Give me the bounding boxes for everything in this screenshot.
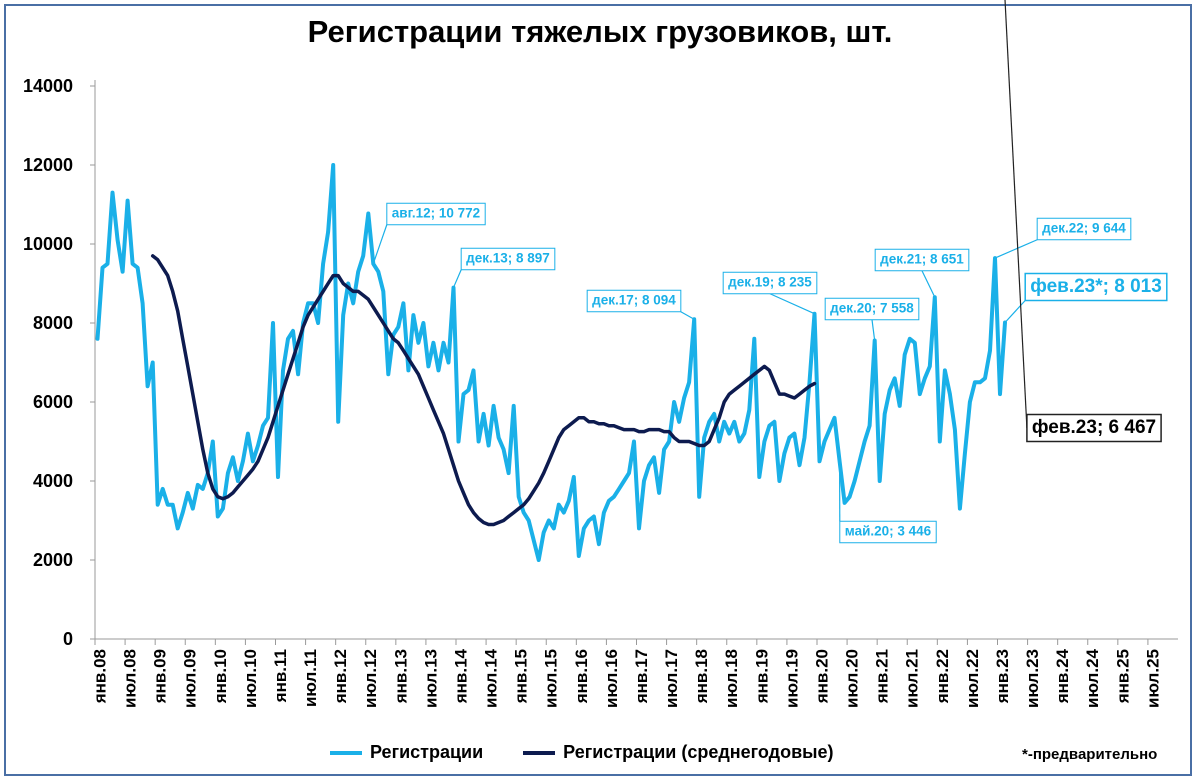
x-tick-label: июл.08 <box>121 649 140 708</box>
legend-item-registrations: Регистрации <box>330 742 483 763</box>
annotation-leader <box>372 224 388 264</box>
x-tick-label: янв.09 <box>151 649 170 704</box>
annotation-box <box>874 248 970 272</box>
annotation-label: дек.17; 8 094 <box>592 293 676 308</box>
annotation-label: фев.23*; 8 013 <box>1030 276 1162 297</box>
x-tick-label: июл.19 <box>782 649 801 708</box>
annotation-leader <box>680 311 695 320</box>
annotation-leader <box>769 293 815 315</box>
x-tick-label: янв.10 <box>211 649 230 704</box>
x-tick-label: июл.18 <box>722 649 741 708</box>
x-tick-label: июл.12 <box>361 649 380 708</box>
annotation-box <box>824 297 920 321</box>
x-tick-label: янв.20 <box>812 649 831 704</box>
annotation-label: дек.21; 8 651 <box>880 252 964 267</box>
annotation-label: май.20; 3 446 <box>845 524 932 539</box>
x-tick-label: янв.19 <box>752 649 771 704</box>
x-tick-label: июл.23 <box>1023 649 1042 708</box>
x-tick-label: июл.20 <box>843 649 862 708</box>
annotation-label: дек.13; 8 897 <box>466 251 550 266</box>
y-tick-label: 4000 <box>33 471 73 491</box>
y-tick-label: 6000 <box>33 392 73 412</box>
annotation-box <box>460 247 556 271</box>
annotation-label: дек.20; 7 558 <box>830 301 914 316</box>
x-tick-label: июл.14 <box>482 648 501 708</box>
x-tick-label: янв.08 <box>90 649 109 704</box>
x-axis: янв.08 июл.08 янв.09 июл.09 янв.10 июл.10 янв.… <box>90 638 1178 708</box>
y-tick-label: 2000 <box>33 550 73 570</box>
x-tick-label: янв.15 <box>512 649 531 704</box>
x-tick-label: янв.16 <box>572 649 591 704</box>
annotation-box <box>1024 272 1168 302</box>
x-tick-label: янв.17 <box>632 649 651 704</box>
annotation-leader <box>921 270 936 298</box>
x-tick-label: июл.21 <box>903 649 922 708</box>
x-tick-label: июл.11 <box>301 649 320 707</box>
annotation-box <box>1026 413 1162 443</box>
chart-frame <box>4 4 1192 776</box>
x-tick-label: июл.24 <box>1083 648 1102 708</box>
x-tick-label: янв.11 <box>271 649 290 703</box>
annotation-label: дек.19; 8 235 <box>728 275 812 290</box>
series-line-registrations <box>95 163 1007 562</box>
x-tick-label: янв.23 <box>993 649 1012 704</box>
x-tick-label: июл.13 <box>421 649 440 708</box>
x-tick-label: янв.14 <box>451 648 470 704</box>
legend-swatch-registrations <box>330 750 362 755</box>
annotation-box <box>1036 217 1132 241</box>
x-tick-label: июл.22 <box>963 649 982 708</box>
y-tick-label: 14000 <box>23 76 73 96</box>
x-tick-label: июл.10 <box>241 649 260 708</box>
y-axis: 0 2000 4000 6000 8000 10000 12000 14000 <box>23 76 96 649</box>
x-tick-label: янв.21 <box>873 649 892 704</box>
x-tick-label: июл.17 <box>662 649 681 708</box>
legend-label-registrations: Регистрации <box>370 742 484 762</box>
x-tick-label: янв.18 <box>692 649 711 704</box>
x-tick-label: июл.25 <box>1143 649 1162 708</box>
annotation-label: авг.12; 10 772 <box>392 206 480 221</box>
chart-title: Регистрации тяжелых грузовиков, шт. <box>307 14 893 49</box>
annotation-box <box>386 202 486 226</box>
annotation-label: фев.23; 6 467 <box>1032 417 1156 438</box>
annotation-leader <box>1004 300 1026 323</box>
series-line-average <box>150 254 817 527</box>
x-tick-label: янв.13 <box>391 649 410 704</box>
y-tick-label: 12000 <box>23 155 73 175</box>
annotation-box <box>839 520 937 544</box>
x-tick-label: янв.12 <box>331 649 350 704</box>
x-tick-label: янв.25 <box>1113 649 1132 704</box>
x-tick-label: июл.16 <box>602 649 621 708</box>
x-tick-label: июл.15 <box>542 649 561 708</box>
annotation-leader <box>452 269 462 288</box>
footnote: *-предварительно <box>1022 746 1158 763</box>
x-tick-label: янв.22 <box>933 649 952 704</box>
legend: Регистрации Регистрации (среднегодовые) <box>330 742 874 763</box>
legend-swatch-average <box>523 750 556 755</box>
annotation-leader <box>871 319 876 341</box>
x-tick-label: июл.09 <box>181 649 200 708</box>
annotation-leader <box>1004 0 1028 429</box>
legend-label-average: Регистрации (среднегодовые) <box>563 742 834 762</box>
annotations: авг.12; 10 772 дек.13; 8 897 дек.17; 8 094… <box>372 0 1168 544</box>
annotation-label: дек.22; 9 644 <box>1042 221 1126 236</box>
annotation-box <box>722 271 818 295</box>
annotation-box <box>586 289 682 313</box>
y-tick-label: 0 <box>63 629 73 649</box>
y-tick-label: 8000 <box>33 313 73 333</box>
y-tick-label: 10000 <box>23 234 73 254</box>
x-tick-label: янв.24 <box>1053 648 1072 704</box>
legend-item-average: Регистрации (среднегодовые) <box>523 742 834 763</box>
annotation-leader <box>994 239 1038 259</box>
series-lines <box>95 163 1007 562</box>
